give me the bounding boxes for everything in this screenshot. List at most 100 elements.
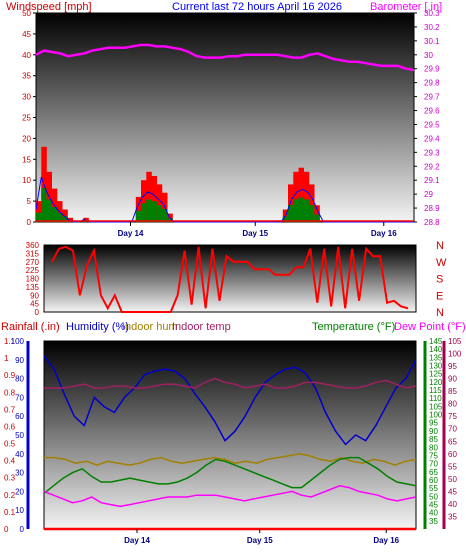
dew-tick-label: 105 xyxy=(448,337,462,346)
wind-min-bar xyxy=(298,197,304,222)
wind-min-bar xyxy=(162,208,168,222)
compass-label: N xyxy=(436,240,444,252)
temperature-tick-label: 75 xyxy=(429,451,438,460)
wind-tick-label: 20 xyxy=(22,134,31,143)
wind-tick-label: 40 xyxy=(22,51,31,60)
wind-day-label: Day 14 xyxy=(118,229,144,238)
indoor-temp-line xyxy=(44,377,417,389)
dew-tick-label: 35 xyxy=(448,512,457,521)
temperature-tick-label: 105 xyxy=(429,402,443,411)
direction-panel-plot xyxy=(43,244,417,313)
barometer-right-axis: 28.8 28.9 29 29.1 29.2 29.3 29.4 29.5 29.6 29.7 29… xyxy=(414,9,440,227)
wind-tick-label: 30 xyxy=(22,93,31,102)
barometer-tick-label: 29.3 xyxy=(424,148,440,157)
wind-tick-label: 25 xyxy=(22,114,31,123)
barometer-tick-label: 29.1 xyxy=(424,176,440,185)
temperature-tick-label: 80 xyxy=(429,443,438,452)
header-title: Current last 72 hours April 16 2026 xyxy=(172,1,342,13)
barometer-tick-label: 30 xyxy=(424,51,433,60)
wind-min-bar xyxy=(167,218,173,222)
direction-tick-label: 45 xyxy=(30,300,39,309)
direction-series xyxy=(51,245,409,313)
barometer-tick-label: 29.7 xyxy=(424,93,440,102)
temperature-tick-label: 35 xyxy=(429,517,438,526)
wind-tick-label: 45 xyxy=(22,30,31,39)
temperature-tick-label: 65 xyxy=(429,468,438,477)
indoor-hum-line xyxy=(44,453,417,466)
wind-tick-label: 5 xyxy=(27,197,32,206)
direction-tick-label: 315 xyxy=(26,249,40,258)
wind-tick-label: 15 xyxy=(22,155,31,164)
wind-bar xyxy=(36,201,42,222)
compass-label: N xyxy=(436,307,444,319)
rain-tick-label: 0.2 xyxy=(4,491,16,500)
dew-tick-label: 75 xyxy=(448,412,457,421)
wind-bar xyxy=(303,171,310,222)
humidity-tick-label: 0 xyxy=(20,525,25,534)
rain-tick-label: 0.4 xyxy=(4,457,16,466)
dew-tick-label: 90 xyxy=(448,375,457,384)
wind-panel-plot xyxy=(35,12,415,223)
direction-line xyxy=(51,245,409,313)
temperature-tick-label: 115 xyxy=(429,386,442,395)
rain-tick-label: 0.8 xyxy=(4,388,16,397)
dew-tick-label: 40 xyxy=(448,500,457,509)
wind-average-line xyxy=(35,176,414,223)
barometer-tick-label: 29 xyxy=(424,190,433,199)
dew-tick-label: 45 xyxy=(448,487,457,496)
rain-tick-label: 0.9 xyxy=(4,371,16,380)
wind-min-bar xyxy=(303,199,310,222)
temperature-series xyxy=(43,355,417,531)
barometer-tick-label: 30.1 xyxy=(424,37,440,46)
wind-bar xyxy=(288,184,294,222)
temperature-tick-label: 50 xyxy=(429,492,438,501)
dew-tick-label: 100 xyxy=(448,350,462,359)
barometer-line xyxy=(35,43,415,72)
wind-bar xyxy=(146,171,152,222)
humidity-tick-label: 30 xyxy=(15,469,24,478)
compass-label: S xyxy=(436,274,443,286)
wind-min-bar xyxy=(135,210,142,222)
wind-bar xyxy=(314,205,320,222)
wind-bar xyxy=(83,217,89,222)
temperature-tick-label: 125 xyxy=(429,370,443,379)
wind-min-bar xyxy=(51,207,58,222)
legend-rainfall: Rainfall (.in) xyxy=(1,321,60,333)
wind-min-bar xyxy=(36,212,42,222)
dew-tick-label: 70 xyxy=(448,425,457,434)
legend-temperature: Temperature (°F) xyxy=(312,321,395,333)
wind-min-bar xyxy=(293,199,299,222)
wind-bar xyxy=(298,167,304,222)
rain-tick-label: 1.1 xyxy=(4,337,16,346)
barometer-tick-label: 28.9 xyxy=(424,204,440,213)
barometer-tick-label: 30.2 xyxy=(424,23,440,32)
direction-tick-label: 135 xyxy=(26,283,40,292)
wind-min-bar xyxy=(62,216,68,222)
wind-bar xyxy=(135,196,142,222)
wind-bar xyxy=(309,184,315,222)
temperature-tick-label: 70 xyxy=(429,460,438,469)
wind-min-bar xyxy=(46,199,52,222)
wind-tick-label: 10 xyxy=(22,176,31,185)
compass-label: W xyxy=(436,257,447,269)
temperature-tick-label: 45 xyxy=(429,500,438,509)
wind-bar xyxy=(156,184,163,222)
temp-day-label: Day 14 xyxy=(124,536,150,545)
rain-tick-label: 0.5 xyxy=(4,440,16,449)
temperature-tick-label: 100 xyxy=(429,411,443,420)
humidity-tick-label: 50 xyxy=(15,431,24,440)
wind-min-bar xyxy=(151,201,157,222)
rain-tick-label: 0.3 xyxy=(4,474,16,483)
barometer-tick-label: 29.2 xyxy=(424,162,440,171)
wind-day-labels: Day 14 Day 15 Day 16 xyxy=(118,222,397,238)
barometer-tick-label: 29.8 xyxy=(424,79,440,88)
barometer-tick-label: 29.9 xyxy=(424,65,440,74)
temperature-tick-label: 85 xyxy=(429,435,438,444)
wind-bar xyxy=(293,171,299,222)
temp-day-label: Day 16 xyxy=(373,536,399,545)
temperature-tick-label: 135 xyxy=(429,353,443,362)
humidity-tick-label: 40 xyxy=(15,450,24,459)
